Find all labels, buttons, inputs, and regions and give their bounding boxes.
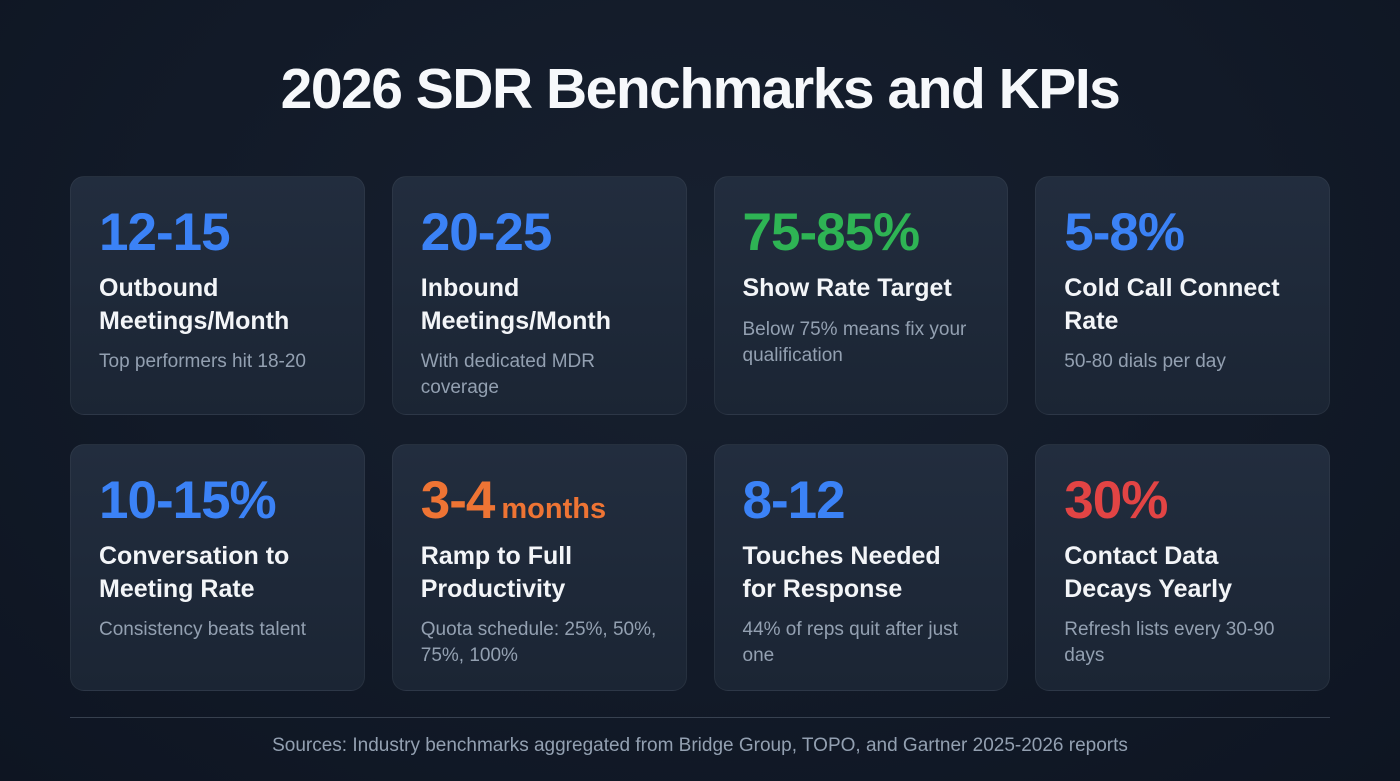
stat-label: Contact Data Decays Yearly	[1064, 542, 1232, 603]
page-title: 2026 SDR Benchmarks and KPIs	[280, 57, 1121, 121]
stat-value: 30%	[1064, 471, 1301, 530]
stat-value-suffix: months	[501, 493, 607, 525]
stat-card-data-decay: 30% Contact Data Decays Yearly Refresh l…	[1035, 444, 1330, 691]
stat-note: 50-80 dials per day	[1064, 351, 1226, 373]
stat-value-text: 3-4	[420, 471, 496, 530]
stat-note: Refresh lists every 30-90 days	[1064, 619, 1275, 666]
stat-card-ramp-time: 3-4 months Ramp to Full Productivity Quot…	[391, 444, 687, 691]
stat-note: Below 75% means fix your qualification	[742, 318, 967, 366]
stat-note: With dedicated MDR coverage	[420, 351, 595, 398]
stat-value-text: 5-8%	[1064, 203, 1185, 262]
stat-note: Consistency beats talent	[99, 619, 307, 641]
stat-value: 75-85%	[743, 203, 980, 262]
stat-note: 44% of reps quit after just one	[742, 619, 958, 666]
stat-card-outbound-meetings: 12-15 Outbound Meetings/Month Top perfor…	[70, 176, 365, 415]
stat-card-conversation-to-meeting: 10-15% Conversation to Meeting Rate Cons…	[70, 444, 365, 691]
stat-label: Conversation to Meeting Rate	[99, 542, 290, 603]
stat-label: Ramp to Full Productivity	[420, 542, 573, 603]
stat-value: 20-25	[421, 203, 658, 262]
stat-label: Show Rate Target	[742, 274, 952, 303]
stat-card-show-rate: 75-85% Show Rate Target Below 75% means …	[713, 176, 1009, 415]
stat-label: Touches Needed for Response	[742, 542, 941, 603]
stat-value-text: 10-15%	[99, 471, 277, 530]
stat-value-text: 30%	[1064, 471, 1168, 530]
stat-label: Outbound Meetings/Month	[99, 274, 290, 335]
stat-value-text: 8-12	[742, 471, 846, 530]
stat-value-text: 75-85%	[742, 203, 921, 262]
stat-label: Cold Call Connect Rate	[1064, 274, 1280, 335]
stat-value: 10-15%	[99, 471, 336, 530]
stat-card-touches-needed: 8-12 Touches Needed for Response 44% of …	[713, 444, 1009, 691]
stat-value: 12-15	[99, 203, 336, 262]
stat-value: 8-12	[743, 471, 980, 530]
stat-label: Inbound Meetings/Month	[420, 274, 612, 335]
stat-value-text: 20-25	[420, 203, 553, 262]
kpi-grid: 12-15 Outbound Meetings/Month Top perfor…	[70, 176, 1330, 691]
sources-text: Sources: Industry benchmarks aggregated …	[272, 735, 1128, 756]
stat-value: 3-4 months	[421, 471, 658, 530]
stat-value-text: 12-15	[99, 203, 231, 262]
stat-value: 5-8%	[1064, 203, 1301, 262]
stat-card-cold-call-connect: 5-8% Cold Call Connect Rate 50-80 dials …	[1035, 176, 1330, 415]
stat-note: Quota schedule: 25%, 50%, 75%, 100%	[420, 619, 657, 666]
stat-note: Top performers hit 18-20	[99, 351, 306, 373]
stat-card-inbound-meetings: 20-25 Inbound Meetings/Month With dedica…	[391, 176, 687, 415]
sources-footer: Sources: Industry benchmarks aggregated …	[70, 717, 1330, 757]
